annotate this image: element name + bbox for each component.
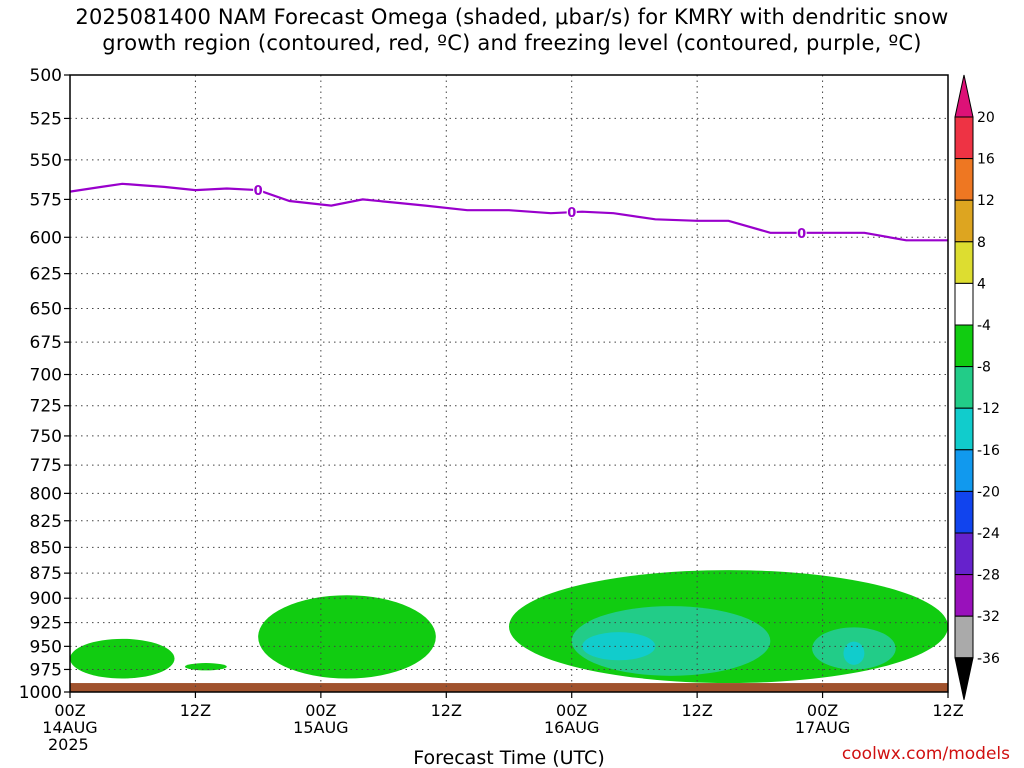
x-tick-label-12-0: 12Z [180, 701, 211, 720]
colorbar-top-arrow [954, 74, 974, 118]
y-tick-label-975: 975 [30, 660, 62, 680]
colorbar-segment-9 [954, 490, 974, 534]
colorbar-segment-5 [954, 324, 974, 368]
terrain-surface [70, 683, 948, 692]
colorbar-label-7: -12 [977, 401, 1000, 417]
colorbar-label-12: -32 [977, 609, 1000, 625]
colorbar-label-11: -28 [977, 568, 1000, 584]
colorbar-label-3: 8 [977, 235, 986, 251]
colorbar-segment-1 [954, 158, 974, 201]
y-tick-label-525: 525 [30, 109, 62, 129]
x-tick-label-24-1: 15AUG [293, 718, 348, 737]
x-tick-label-48-1: 16AUG [544, 718, 599, 737]
colorbar: 20 16 12 8 4 -4 -8 -12 -16 -20 -24 -28 -32 -36 [954, 74, 1000, 700]
colorbar-segment-2 [954, 199, 974, 243]
x-tick-label-0-2: 2025 [48, 735, 89, 754]
y-tick-label-750: 750 [30, 427, 62, 447]
omega-region-6 [582, 632, 656, 661]
colorbar-segment-3 [954, 241, 974, 284]
y-tick-label-900: 900 [30, 589, 62, 609]
y-tick-label-950: 950 [30, 637, 62, 657]
y-tick-label-550: 550 [30, 151, 62, 171]
y-tick-label-725: 725 [30, 397, 62, 417]
colorbar-segment-4 [954, 282, 974, 326]
title-line-2: growth region (contoured, red, ºC) and f… [102, 31, 922, 55]
freezing-level-label-0: 0 [254, 184, 263, 199]
colorbar-label-8: -16 [977, 443, 1000, 459]
x-tick-label-24-0: 00Z [305, 701, 336, 720]
y-tick-label-775: 775 [30, 456, 62, 476]
terrain-bar [70, 683, 948, 692]
x-tick-label-36-0: 12Z [431, 701, 462, 720]
colorbar-segment-10 [954, 532, 974, 576]
x-axis-title: Forecast Time (UTC) [413, 747, 604, 768]
freezing-level-contour: 0 0 0 [69, 182, 948, 242]
freezing-level-line [69, 182, 948, 242]
freezing-label-bg-0 [253, 182, 264, 197]
grid-lines [70, 75, 948, 692]
y-tick-label-1000: 1000 [19, 683, 62, 703]
x-tick-label-0-0: 00Z [54, 701, 85, 720]
omega-region-7 [843, 641, 865, 665]
freezing-level-label-1: 0 [567, 206, 576, 221]
y-axis: 500 525 550 575 600 625 650 675 700 725 750 775 800 8… [19, 66, 70, 703]
y-tick-label-875: 875 [30, 564, 62, 584]
credit-text: coolwx.com/models [841, 744, 1010, 764]
y-tick-label-800: 800 [30, 484, 62, 504]
colorbar-label-10: -24 [977, 526, 1000, 542]
freezing-label-bg-2 [796, 224, 807, 239]
y-tick-label-700: 700 [30, 366, 62, 386]
freezing-level-label-2: 0 [797, 227, 806, 242]
colorbar-label-2: 12 [977, 193, 995, 209]
omega-region-0 [70, 638, 175, 679]
colorbar-label-0: 20 [977, 110, 995, 126]
omega-shading [70, 570, 948, 684]
x-tick-label-48-0: 00Z [556, 701, 587, 720]
colorbar-label-4: 4 [977, 276, 986, 292]
plot-frame [69, 74, 949, 693]
freezing-label-bg-1 [566, 204, 577, 219]
x-tick-label-84-0: 12Z [932, 701, 963, 720]
colorbar-bottom-arrow [954, 657, 974, 700]
y-tick-label-850: 850 [30, 538, 62, 558]
colorbar-label-9: -20 [977, 484, 1000, 500]
colorbar-label-6: -8 [977, 360, 991, 376]
chart-title: 2025081400 NAM Forecast Omega (shaded, μ… [0, 4, 1024, 56]
y-tick-label-600: 600 [30, 228, 62, 248]
colorbar-segment-12 [954, 615, 974, 659]
x-tick-label-72-0: 00Z [807, 701, 838, 720]
omega-region-2 [258, 595, 436, 679]
x-tick-label-0-1: 14AUG [42, 718, 97, 737]
colorbar-segment-8 [954, 449, 974, 492]
y-tick-label-825: 825 [30, 512, 62, 532]
x-tick-label-60-0: 12Z [681, 701, 712, 720]
colorbar-label-13: -36 [977, 651, 1000, 667]
y-tick-label-625: 625 [30, 265, 62, 285]
y-tick-label-925: 925 [30, 614, 62, 634]
colorbar-segment-0 [954, 116, 974, 160]
y-tick-label-650: 650 [30, 300, 62, 320]
colorbar-segment-6 [954, 366, 974, 409]
colorbar-label-1: 16 [977, 152, 995, 168]
colorbar-label-5: -4 [977, 318, 991, 334]
colorbar-segment-11 [954, 574, 974, 617]
y-tick-label-575: 575 [30, 190, 62, 210]
y-tick-label-500: 500 [30, 66, 62, 86]
x-tick-label-72-1: 17AUG [795, 718, 850, 737]
title-line-1: 2025081400 NAM Forecast Omega (shaded, μ… [75, 5, 949, 29]
y-tick-label-675: 675 [30, 333, 62, 353]
colorbar-segment-7 [954, 407, 974, 451]
